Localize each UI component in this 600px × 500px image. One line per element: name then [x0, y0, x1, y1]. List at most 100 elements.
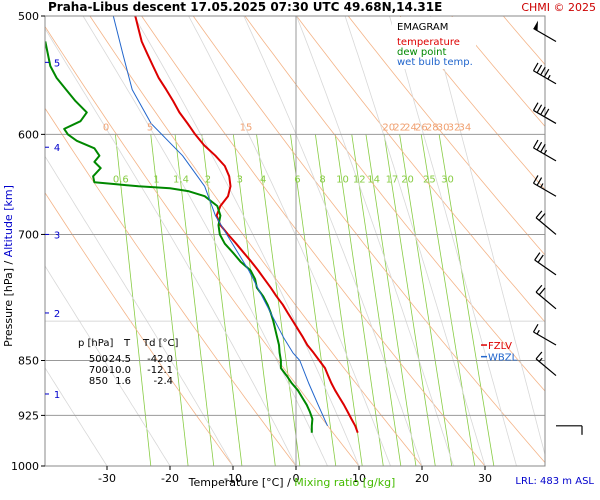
mixing-ratio-label: 1: [153, 174, 159, 185]
legend-item: wet bulb temp.: [397, 57, 473, 68]
wind-barb-flag: [537, 254, 544, 263]
dry-adiabat-label: 24: [404, 122, 417, 133]
dry-adiabat-line: [451, 16, 545, 127]
wind-barb: [532, 323, 557, 346]
copyright: CHMI © 2025: [521, 1, 596, 14]
wind-barb-half-flag: [540, 183, 544, 188]
legend-box: [392, 17, 476, 69]
mixing-ratio-line: [383, 134, 436, 466]
wind-barb-flag: [532, 139, 539, 149]
legend-title: EMAGRAM: [397, 22, 448, 33]
wind-barb: [535, 284, 557, 310]
mixing-ratio-line: [334, 134, 384, 466]
dry-adiabat-label: 28: [426, 122, 439, 133]
x-tick-label: -10: [224, 472, 242, 485]
wind-barb: [532, 139, 557, 162]
dry-adiabat-label: 5: [147, 122, 153, 133]
wind-barb-half-flag: [536, 329, 540, 335]
table-cell: -12.1: [147, 365, 173, 376]
altitude-tick-label: 1: [54, 390, 60, 401]
wind-barb: [532, 62, 557, 85]
wind-barb-flag: [538, 287, 546, 296]
wind-barb: [533, 20, 557, 42]
series-line-dew-point: [45, 41, 314, 433]
mixing-ratio-label: 1.4: [173, 174, 189, 185]
mixing-ratio-label: 2: [205, 174, 211, 185]
wind-barb: [532, 175, 557, 197]
y-tick-label: 850: [18, 354, 39, 367]
wind-barb-flag: [532, 323, 539, 333]
mixing-ratio-label: 4: [260, 174, 266, 185]
wind-barb-flag: [536, 64, 543, 74]
wind-barb: [556, 425, 583, 435]
table-header: Td [°C]: [142, 338, 179, 349]
dry-adiabat-line: [399, 16, 545, 191]
x-tick-label: 10: [352, 472, 366, 485]
wind-barb-half-flag: [547, 74, 551, 80]
table-cell: 500: [89, 354, 108, 365]
x-tick-label: 0: [293, 472, 300, 485]
dry-adiabat-label: 32: [448, 122, 461, 133]
wind-barb-flag: [535, 351, 543, 360]
mixing-ratio-label: 8: [319, 174, 325, 185]
dry-adiabat-label: 0: [103, 122, 109, 133]
wind-barb-flag: [535, 284, 543, 293]
wind-barb-pennant: [533, 20, 538, 31]
moist-adiabat-line: [82, 16, 328, 466]
mixing-ratio-line: [365, 134, 417, 466]
legend-item: dew point: [397, 47, 446, 58]
wind-barb-flag: [536, 177, 543, 186]
moist-adiabat-line: [45, 155, 234, 466]
y-tick-label: 925: [18, 409, 39, 422]
table-cell: 700: [89, 365, 108, 376]
dry-adiabat-line: [45, 25, 360, 466]
chart-title: Praha-Libus descent 17.05.2025 07:30 UTC…: [48, 0, 442, 14]
wind-barb-staff: [535, 291, 557, 310]
altitude-tick-label: 3: [54, 230, 60, 241]
mixing-ratio-line: [290, 134, 337, 466]
moist-adiabat-line: [344, 16, 486, 466]
moist-adiabat-line: [188, 16, 391, 466]
wind-barb-half-flag: [538, 357, 543, 362]
altitude-tick-label: 4: [54, 143, 60, 154]
wind-barb-flag: [532, 62, 539, 72]
moist-adiabat-line: [45, 367, 108, 466]
dry-adiabat-line: [45, 192, 234, 466]
y-tick-label: 1000: [11, 460, 39, 473]
altitude-tick-label: 5: [54, 58, 60, 69]
y-tick-label: 500: [18, 10, 39, 23]
dry-adiabat-label: 20: [382, 122, 395, 133]
series-line-wet-bulb-temp: [112, 16, 328, 427]
table-cell: 1.6: [115, 376, 131, 387]
table-cell: 850: [89, 376, 108, 387]
dry-adiabat-label: 15: [240, 122, 253, 133]
dry-adiabat-line: [141, 16, 486, 466]
wind-barb-half-flag: [543, 149, 548, 155]
wind-barb: [535, 351, 557, 377]
wind-barb-flag: [543, 68, 550, 78]
legend-item: temperature: [397, 37, 460, 48]
x-tick-label: 30: [478, 472, 492, 485]
dry-adiabat-line: [89, 16, 423, 466]
dry-adiabat-label: 26: [415, 122, 428, 133]
wind-barb-staff: [535, 217, 557, 235]
table-header: p [hPa]: [78, 338, 113, 349]
wind-barb-flag: [543, 108, 550, 117]
lrl-label: LRL: 483 m ASL: [515, 476, 594, 487]
mixing-ratio-label: 12: [353, 174, 366, 185]
moist-adiabat-line: [296, 16, 454, 466]
wind-barb-flag: [540, 66, 546, 76]
mixing-ratio-line: [150, 134, 189, 466]
y-tick-label: 700: [18, 228, 39, 241]
table-cell: -24.5: [105, 354, 131, 365]
table-header: T: [123, 338, 131, 349]
dry-adiabat-line: [45, 107, 297, 466]
mixing-ratio-label: 6: [294, 174, 300, 185]
moist-adiabat-line: [389, 16, 517, 466]
wind-barb-flag: [536, 104, 543, 113]
x-tick-label: -30: [98, 472, 116, 485]
table-cell: -42.0: [147, 354, 173, 365]
wind-barb-staff: [533, 27, 557, 42]
wind-barb-staff: [535, 358, 557, 377]
